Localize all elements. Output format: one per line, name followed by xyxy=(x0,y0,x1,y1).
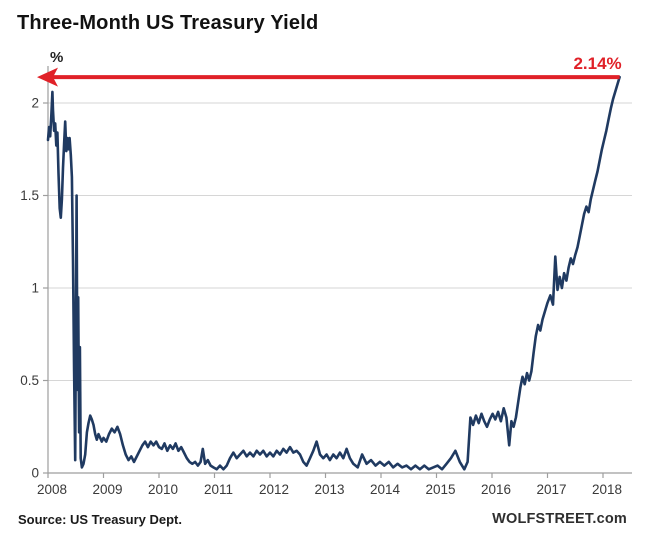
axes xyxy=(47,66,632,474)
y-axis-tick-label: 1.5 xyxy=(20,188,39,203)
x-axis-tick-label: 2018 xyxy=(592,482,622,497)
peak-annotation-arrowhead-icon xyxy=(37,67,58,87)
y-axis-unit-label: % xyxy=(50,49,63,66)
x-axis-tick-label: 2013 xyxy=(314,482,344,497)
axis-ticks xyxy=(43,102,604,478)
y-axis-tick-label: 0 xyxy=(31,466,39,481)
x-axis-tick-label: 2011 xyxy=(204,482,233,497)
gridlines xyxy=(48,102,632,381)
x-axis-tick-label: 2012 xyxy=(259,482,289,497)
peak-annotation: 2.14% xyxy=(37,54,622,87)
page-title: Three-Month US Treasury Yield xyxy=(17,12,319,34)
y-axis-tick-label: 0.5 xyxy=(20,373,39,388)
source-note: Source: US Treasury Dept. xyxy=(18,512,182,527)
brand-watermark: WOLFSTREET.com xyxy=(492,511,627,527)
x-axis-tick-label: 2010 xyxy=(148,482,178,497)
yield-line xyxy=(46,75,621,471)
y-axis-tick-label: 1 xyxy=(31,281,39,296)
x-axis-tick-label: 2009 xyxy=(92,482,122,497)
x-axis-tick-label: 2016 xyxy=(481,482,511,497)
x-axis-tick-label: 2015 xyxy=(425,482,455,497)
axis-tick-labels: 0 0.5 1 1.5 2 2008 2009 2010 2011 2012 2013 2014 201… xyxy=(20,96,622,498)
x-axis-tick-label: 2014 xyxy=(370,482,401,497)
y-axis-tick-label: 2 xyxy=(31,96,39,111)
x-axis-tick-label: 2017 xyxy=(536,482,566,497)
peak-annotation-label: 2.14% xyxy=(573,54,621,73)
x-axis-tick-label: 2008 xyxy=(37,482,67,497)
